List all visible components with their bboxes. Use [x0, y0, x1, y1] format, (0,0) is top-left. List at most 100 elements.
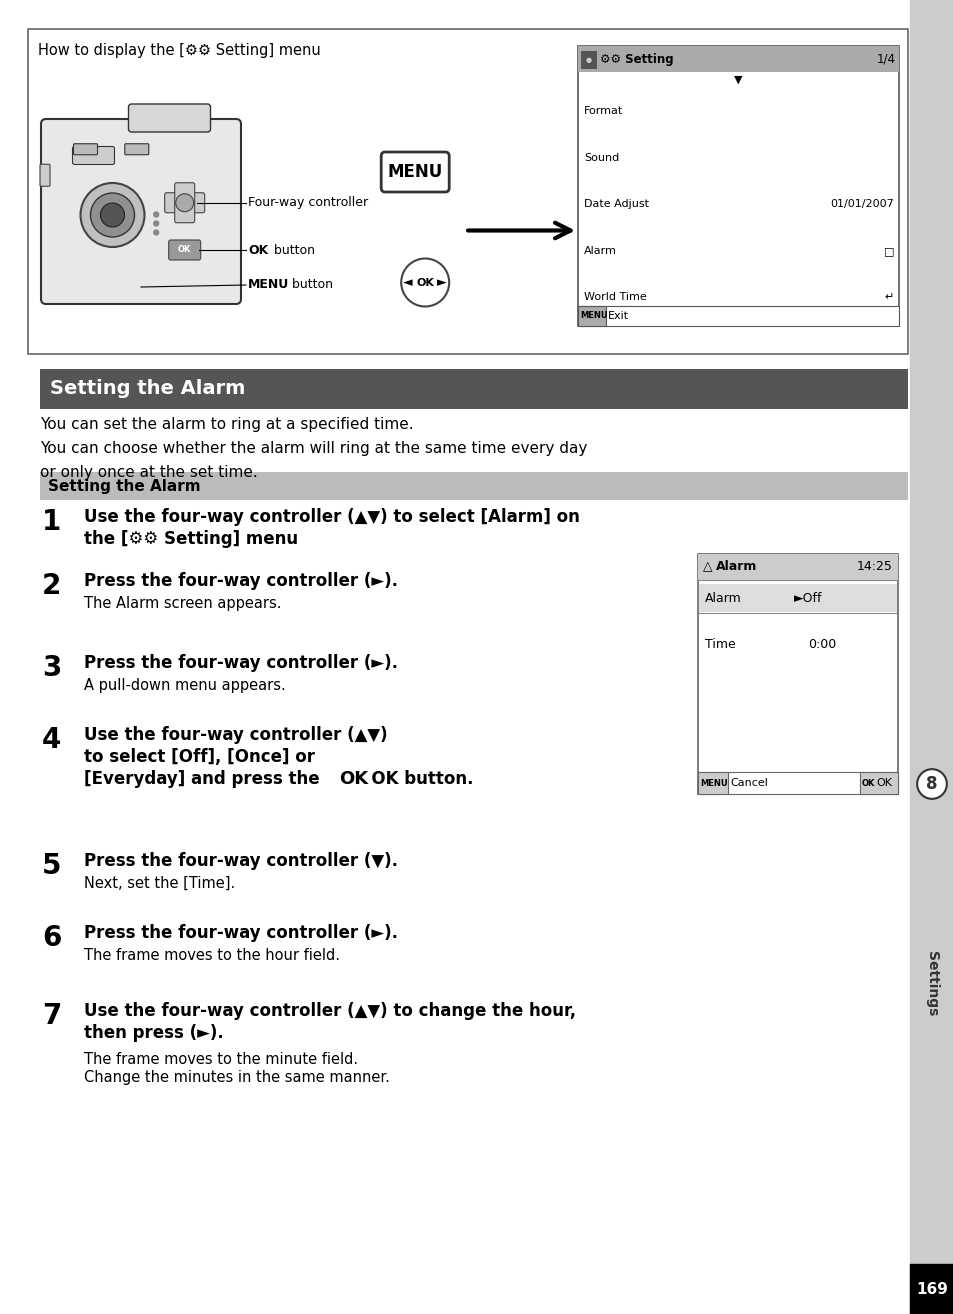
- Text: Alarm: Alarm: [716, 561, 757, 573]
- Bar: [578, 46, 899, 72]
- Text: 14:25: 14:25: [856, 561, 892, 573]
- Text: OK: OK: [338, 770, 368, 788]
- Bar: [699, 583, 896, 612]
- Circle shape: [153, 230, 158, 235]
- Text: 01/01/2007: 01/01/2007: [829, 200, 893, 209]
- Text: OK: OK: [862, 778, 875, 787]
- Text: Press the four-way controller (►).: Press the four-way controller (►).: [84, 654, 397, 671]
- Text: the [⚙⚙ Setting] menu: the [⚙⚙ Setting] menu: [84, 530, 297, 548]
- Text: The Alarm screen appears.: The Alarm screen appears.: [84, 597, 281, 611]
- Text: OK: OK: [248, 243, 268, 256]
- Bar: [578, 306, 899, 326]
- Circle shape: [401, 259, 449, 306]
- Bar: [40, 472, 907, 501]
- FancyBboxPatch shape: [41, 120, 241, 304]
- Text: A pull-down menu appears.: A pull-down menu appears.: [84, 678, 286, 692]
- Text: 6: 6: [42, 924, 61, 953]
- Text: button: button: [266, 243, 314, 256]
- FancyBboxPatch shape: [73, 143, 97, 155]
- Bar: [909, 0, 953, 1314]
- Bar: [578, 46, 899, 326]
- Text: MENU: MENU: [387, 163, 442, 181]
- Bar: [698, 555, 897, 794]
- Text: Format: Format: [583, 106, 622, 116]
- Bar: [909, 1264, 953, 1314]
- Text: Exit: Exit: [607, 311, 628, 321]
- Text: Alarm: Alarm: [704, 591, 741, 604]
- Text: Date Adjust: Date Adjust: [583, 200, 648, 209]
- Text: 2: 2: [42, 572, 61, 600]
- Bar: [698, 555, 897, 579]
- Text: The frame moves to the hour field.: The frame moves to the hour field.: [84, 947, 339, 963]
- FancyBboxPatch shape: [129, 104, 211, 131]
- Text: World Time: World Time: [583, 293, 646, 302]
- Text: MENU: MENU: [700, 778, 727, 787]
- Text: then press (►).: then press (►).: [84, 1024, 224, 1042]
- Text: 169: 169: [915, 1281, 947, 1297]
- Text: OK: OK: [416, 277, 434, 288]
- Bar: [859, 773, 897, 794]
- Circle shape: [175, 193, 193, 212]
- Text: 5: 5: [42, 851, 61, 880]
- Text: 1/4: 1/4: [875, 53, 894, 66]
- Text: OK: OK: [875, 778, 891, 788]
- Text: ►Off: ►Off: [793, 591, 821, 604]
- FancyBboxPatch shape: [40, 164, 50, 187]
- Text: How to display the [⚙⚙ Setting] menu: How to display the [⚙⚙ Setting] menu: [38, 43, 320, 58]
- Circle shape: [100, 202, 125, 227]
- Bar: [28, 29, 907, 353]
- Text: 4: 4: [42, 727, 61, 754]
- Text: You can choose whether the alarm will ring at the same time every day: You can choose whether the alarm will ri…: [40, 442, 587, 456]
- Circle shape: [153, 221, 158, 226]
- Text: You can set the alarm to ring at a specified time.: You can set the alarm to ring at a speci…: [40, 417, 414, 432]
- FancyBboxPatch shape: [72, 146, 114, 164]
- Text: Time: Time: [704, 639, 735, 652]
- Text: or only once at the set time.: or only once at the set time.: [40, 465, 257, 481]
- FancyBboxPatch shape: [169, 240, 200, 260]
- Circle shape: [80, 183, 144, 247]
- Text: 8: 8: [925, 775, 937, 794]
- Text: Press the four-way controller (►).: Press the four-way controller (►).: [84, 924, 397, 942]
- Bar: [578, 306, 605, 326]
- Text: MENU: MENU: [579, 311, 607, 321]
- Text: 1: 1: [42, 509, 61, 536]
- Text: Use the four-way controller (▲▼): Use the four-way controller (▲▼): [84, 727, 387, 744]
- Text: ⚙⚙ Setting: ⚙⚙ Setting: [599, 53, 673, 66]
- Circle shape: [153, 212, 158, 217]
- Text: Alarm: Alarm: [583, 246, 617, 256]
- Text: Use the four-way controller (▲▼) to select [Alarm] on: Use the four-way controller (▲▼) to sele…: [84, 509, 579, 526]
- FancyBboxPatch shape: [165, 193, 205, 213]
- Bar: [698, 773, 897, 794]
- Text: 3: 3: [42, 654, 61, 682]
- Bar: [40, 369, 907, 409]
- Text: △: △: [702, 561, 712, 573]
- Text: Use the four-way controller (▲▼) to change the hour,: Use the four-way controller (▲▼) to chan…: [84, 1003, 576, 1020]
- Bar: [580, 51, 597, 70]
- Text: Setting the Alarm: Setting the Alarm: [48, 478, 200, 494]
- Text: Four-way controller: Four-way controller: [248, 196, 368, 209]
- Text: OK: OK: [178, 246, 192, 255]
- Text: □: □: [882, 246, 893, 256]
- FancyBboxPatch shape: [174, 183, 194, 223]
- Text: ►: ►: [436, 276, 447, 289]
- Text: 7: 7: [42, 1003, 61, 1030]
- Text: Next, set the [Time].: Next, set the [Time].: [84, 876, 235, 891]
- Text: Setting the Alarm: Setting the Alarm: [50, 380, 245, 398]
- Text: Cancel: Cancel: [729, 778, 767, 788]
- Text: to select [Off], [Once] or: to select [Off], [Once] or: [84, 748, 314, 766]
- Text: ◄: ◄: [403, 276, 413, 289]
- FancyBboxPatch shape: [381, 152, 449, 192]
- Text: ●: ●: [585, 57, 592, 63]
- Text: The frame moves to the minute field.: The frame moves to the minute field.: [84, 1053, 357, 1067]
- Circle shape: [91, 193, 134, 237]
- Text: Press the four-way controller (▼).: Press the four-way controller (▼).: [84, 851, 397, 870]
- Text: MENU: MENU: [248, 279, 289, 292]
- Text: 0:00: 0:00: [807, 639, 836, 652]
- Text: Press the four-way controller (►).: Press the four-way controller (►).: [84, 572, 397, 590]
- Bar: [698, 773, 727, 794]
- Text: ▼: ▼: [734, 75, 742, 85]
- FancyBboxPatch shape: [125, 143, 149, 155]
- Text: Change the minutes in the same manner.: Change the minutes in the same manner.: [84, 1070, 390, 1085]
- Text: Sound: Sound: [583, 152, 618, 163]
- Text: [Everyday] and press the         OK button.: [Everyday] and press the OK button.: [84, 770, 473, 788]
